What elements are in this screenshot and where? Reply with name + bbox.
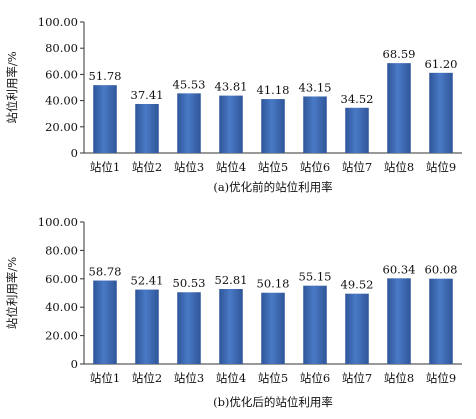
y-tick-label-b: 100.00 bbox=[38, 215, 78, 229]
y-tick-label-b: 60.00 bbox=[45, 272, 78, 286]
y-tick-label-b: 20.00 bbox=[45, 329, 78, 343]
y-axis-title-a: 站位利用率/% bbox=[5, 51, 19, 123]
data-label-a-1: 51.78 bbox=[89, 69, 122, 83]
bar-a-6 bbox=[303, 96, 327, 153]
category-label-b-9: 站位9 bbox=[426, 371, 456, 385]
y-tick-label-a: 60.00 bbox=[45, 67, 78, 81]
category-label-b-1: 站位1 bbox=[90, 371, 120, 385]
category-label-a-1: 站位1 bbox=[90, 160, 120, 174]
bar-a-4 bbox=[219, 95, 243, 153]
category-label-b-5: 站位5 bbox=[258, 371, 288, 385]
data-label-b-5: 50.18 bbox=[257, 277, 290, 291]
category-label-b-4: 站位4 bbox=[216, 371, 246, 385]
bar-b-2 bbox=[135, 289, 159, 364]
category-label-a-7: 站位7 bbox=[342, 160, 372, 174]
data-label-b-4: 52.81 bbox=[215, 273, 248, 287]
y-axis-title-b: 站位利用率/% bbox=[5, 257, 19, 329]
category-label-b-7: 站位7 bbox=[342, 371, 372, 385]
category-label-b-8: 站位8 bbox=[384, 371, 414, 385]
category-label-a-4: 站位4 bbox=[216, 160, 246, 174]
bar-b-3 bbox=[177, 292, 201, 364]
category-label-a-5: 站位5 bbox=[258, 160, 288, 174]
bar-a-5 bbox=[261, 99, 285, 153]
data-label-b-2: 52.41 bbox=[131, 274, 164, 288]
bar-a-2 bbox=[135, 103, 159, 153]
data-label-b-8: 60.34 bbox=[383, 262, 416, 276]
bar-b-9 bbox=[429, 278, 453, 364]
bar-a-8 bbox=[387, 63, 411, 154]
category-label-a-9: 站位9 bbox=[426, 160, 456, 174]
data-label-a-4: 43.81 bbox=[215, 80, 248, 94]
bar-b-8 bbox=[387, 278, 411, 364]
data-label-b-1: 58.78 bbox=[89, 265, 122, 279]
y-tick-label-a: 40.00 bbox=[45, 94, 78, 108]
data-label-a-9: 61.20 bbox=[425, 57, 458, 71]
y-tick-label-b: 80.00 bbox=[45, 243, 78, 257]
bar-b-7 bbox=[345, 293, 369, 364]
y-tick-label-a: 0 bbox=[71, 146, 78, 160]
data-label-a-7: 34.52 bbox=[341, 92, 374, 106]
bar-a-9 bbox=[429, 72, 453, 153]
category-label-a-8: 站位8 bbox=[384, 160, 414, 174]
bar-b-1 bbox=[93, 280, 117, 364]
data-label-b-3: 50.53 bbox=[173, 276, 206, 290]
y-tick-label-a: 100.00 bbox=[38, 15, 78, 29]
bar-b-6 bbox=[303, 285, 327, 364]
data-label-b-9: 60.08 bbox=[425, 263, 458, 277]
y-tick-label-a: 80.00 bbox=[45, 41, 78, 55]
bar-a-7 bbox=[345, 107, 369, 153]
category-label-b-6: 站位6 bbox=[300, 371, 330, 385]
data-label-a-2: 37.41 bbox=[131, 88, 164, 102]
bar-b-4 bbox=[219, 289, 243, 364]
data-label-b-6: 55.15 bbox=[299, 270, 332, 284]
chart-caption-b: (b)优化后的站位利用率 bbox=[213, 395, 333, 409]
data-label-b-7: 49.52 bbox=[341, 278, 374, 292]
category-label-b-3: 站位3 bbox=[174, 371, 204, 385]
category-label-a-6: 站位6 bbox=[300, 160, 330, 174]
y-tick-label-b: 0 bbox=[71, 357, 78, 371]
y-tick-label-a: 20.00 bbox=[45, 120, 78, 134]
data-label-a-3: 45.53 bbox=[173, 77, 206, 91]
chart-caption-a: (a)优化前的站位利用率 bbox=[213, 180, 332, 194]
y-tick-label-b: 40.00 bbox=[45, 300, 78, 314]
bar-a-1 bbox=[93, 85, 117, 153]
category-label-b-2: 站位2 bbox=[132, 371, 162, 385]
category-label-a-2: 站位2 bbox=[132, 160, 162, 174]
data-label-a-6: 43.15 bbox=[299, 80, 332, 94]
data-label-a-8: 68.59 bbox=[383, 47, 416, 61]
data-label-a-5: 41.18 bbox=[257, 83, 290, 97]
bar-a-3 bbox=[177, 93, 201, 153]
bar-b-5 bbox=[261, 292, 285, 364]
category-label-a-3: 站位3 bbox=[174, 160, 204, 174]
